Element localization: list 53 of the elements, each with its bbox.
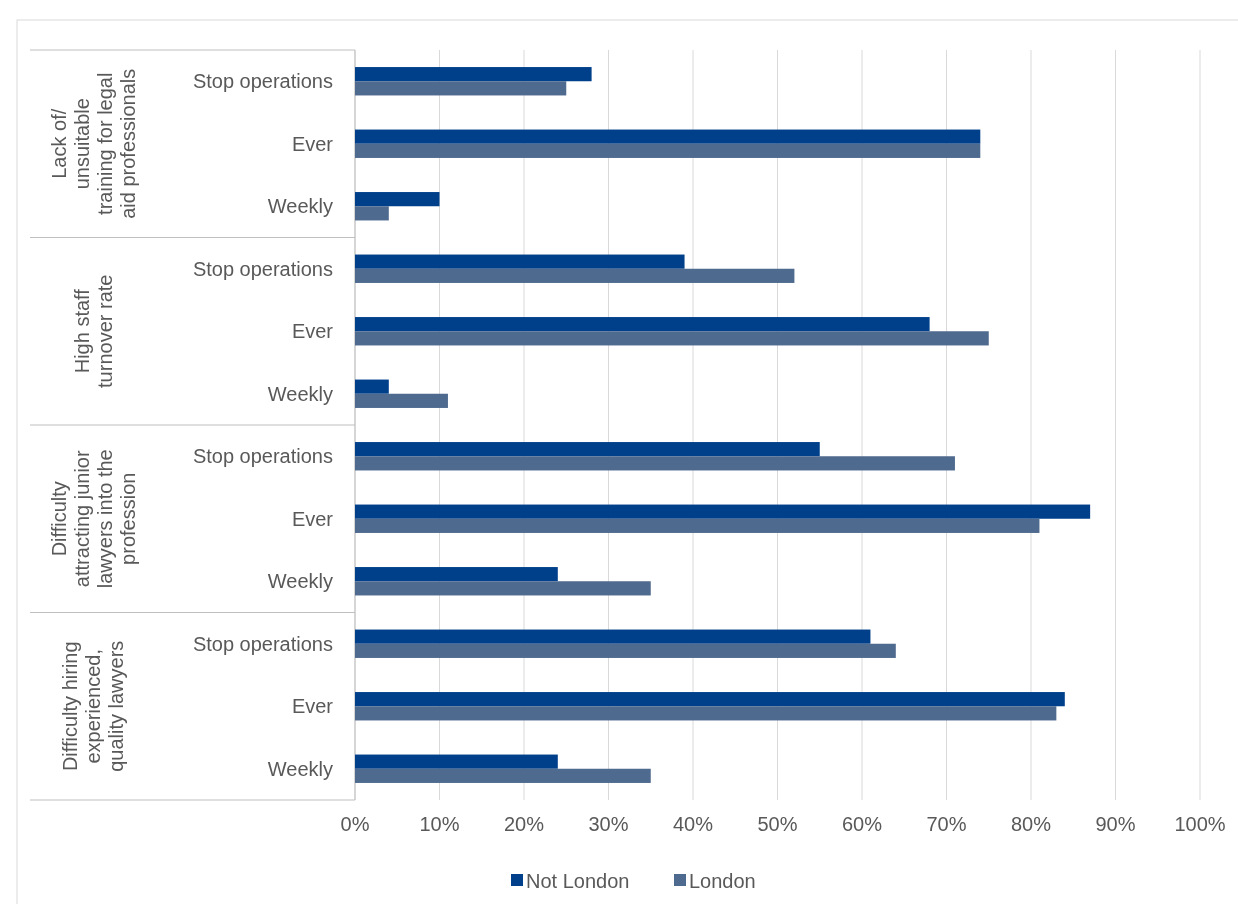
y-tick-label: Stop operations [192,70,333,93]
bar [355,192,440,207]
y-tick-label: Ever [291,132,334,155]
y-tick-label: Weekly [267,570,333,593]
bar [355,67,592,82]
x-tick-label: 50% [757,813,798,835]
y-tick-label: Ever [291,695,334,718]
bar [355,143,981,158]
y-tick-label: Weekly [267,195,333,218]
y-tick-label: Ever [291,507,334,530]
legend-label: Not London [526,870,630,892]
y-tick-label: Stop operations [192,445,333,468]
bar [355,754,558,769]
y-tick-label: Weekly [267,382,333,405]
y-tick-label: Weekly [267,757,333,780]
y-tick-label: Stop operations [192,257,333,280]
text: Difficulty attracting junior lawyers into the profession [47,449,139,589]
x-tick-label: 30% [588,813,629,835]
x-tick-label: 40% [672,813,714,835]
x-tick-label: 60% [841,813,883,835]
bar [355,706,1057,721]
x-tick-label: 100% [1174,813,1226,835]
x-tick-label: 70% [926,813,967,835]
bar [355,206,389,221]
bar [355,442,820,457]
bar [355,81,567,96]
text: Difficulty hiring experienced, quality lawyers [59,640,127,772]
x-tick-label: 90% [1095,813,1136,835]
x-tick-label: 10% [419,813,460,835]
text: High staff turnover rate [70,274,116,388]
bar [355,393,448,408]
bar [355,268,795,283]
y-tick-label: Ever [291,320,334,343]
bar [355,129,981,144]
bar [355,504,1091,519]
bar [355,768,651,783]
bar [355,379,389,394]
bar [355,629,871,644]
legend-label: London [689,870,756,892]
bar [355,456,955,471]
y-tick-label: Stop operations [192,632,333,655]
bar [355,331,989,346]
bar [355,254,685,269]
x-tick-label: 20% [503,813,545,835]
bar [355,643,896,658]
bar [355,518,1040,533]
bar [355,692,1065,707]
x-tick-label: 80% [1010,813,1052,835]
bar [355,567,558,582]
text: Lack of/ unsuitable training for legal aid professionals [47,68,139,219]
bar [355,581,651,596]
x-tick-label: 0% [340,813,370,835]
bar [355,317,930,332]
